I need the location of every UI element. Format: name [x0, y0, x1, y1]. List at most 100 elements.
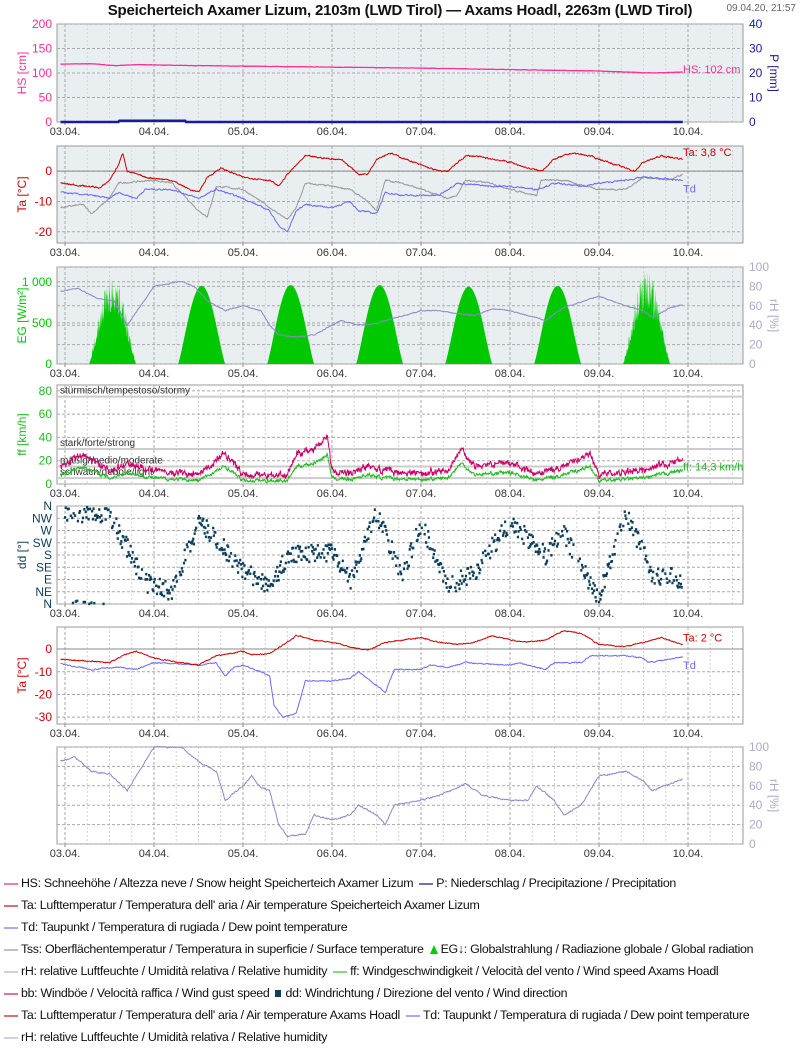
wind-direction-point	[255, 582, 258, 585]
x-tick-label: 09.04.	[584, 608, 615, 620]
wind-direction-point	[363, 535, 366, 539]
legend-entry[interactable]: rH: relative Luftfeuchte / Umidità relat…	[4, 962, 327, 980]
x-tick-label: 06.04.	[317, 728, 348, 740]
wind-direction-point	[501, 534, 505, 537]
x-tick-label: 05.04.	[228, 728, 259, 740]
wind-direction-point	[653, 582, 656, 585]
legend-entry[interactable]: Ta: Lufttemperatur / Temperatura dell' a…	[4, 1006, 400, 1024]
wind-direction-point	[98, 508, 101, 511]
wind-direction-point	[214, 543, 218, 546]
legend-entry[interactable]: Td: Taupunkt / Temperatura di rugiada / …	[406, 1006, 750, 1024]
wind-direction-point	[85, 516, 88, 519]
wind-direction-point	[549, 541, 552, 545]
x-tick-label: 08.04.	[495, 848, 526, 860]
wind-direction-point	[340, 568, 344, 572]
wind-direction-point	[130, 557, 134, 560]
legend-entry[interactable]: bb: Windböe / Velocità raffica / Wind gu…	[4, 984, 270, 1002]
y-tick-label: 500	[32, 316, 52, 330]
wind-direction-point	[368, 521, 371, 524]
wind-direction-point	[481, 551, 485, 554]
y-tick-label: 60	[749, 299, 763, 313]
y-tick-label: 100	[32, 66, 52, 80]
wind-direction-point	[153, 580, 156, 584]
wind-direction-point	[427, 530, 430, 533]
legend-entry[interactable]: P: Niederschlag / Precipitazione / Preci…	[419, 874, 676, 892]
wind-direction-point	[295, 560, 298, 564]
wind-direction-point	[625, 517, 628, 520]
x-tick-label: 05.04.	[228, 608, 259, 620]
wind-direction-point	[373, 516, 376, 520]
wind-direction-point	[224, 553, 228, 557]
line-swatch-icon	[333, 970, 348, 973]
wind-direction-point	[133, 560, 136, 564]
y-axis-title: dd [°]	[15, 541, 29, 569]
wind-direction-point	[149, 575, 152, 579]
wind-direction-point	[538, 547, 541, 551]
wind-direction-point	[464, 578, 467, 581]
wind-direction-point	[629, 528, 632, 531]
wind-direction-point	[153, 577, 156, 581]
wind-direction-point	[499, 529, 502, 533]
wind-class-label: schwach/debole/light	[60, 467, 153, 478]
wind-direction-point	[426, 545, 429, 549]
wind-direction-point	[644, 554, 648, 558]
wind-direction-point	[244, 577, 247, 581]
legend-entry[interactable]: Ta: Lufttemperatur / Temperatura dell' a…	[4, 896, 480, 914]
wind-direction-point	[145, 572, 148, 576]
wind-direction-point	[341, 559, 344, 563]
wind-direction-point	[648, 569, 651, 572]
wind-direction-point	[296, 544, 300, 548]
temp1-plot-area	[56, 145, 744, 244]
legend-entry[interactable]: Tss: Oberflächentemperatur / Temperatura…	[4, 940, 424, 958]
radiation-area	[445, 286, 493, 364]
legend-entry[interactable]: EG↓: Globalstrahlung / Radiazione global…	[429, 940, 754, 958]
wind-direction-point	[543, 550, 546, 553]
wind-direction-point	[561, 534, 564, 537]
wind-direction-point	[71, 601, 75, 605]
wind-direction-point	[340, 567, 343, 570]
legend-entry[interactable]: dd: Windrichtung / Direzione del vento /…	[275, 984, 568, 1002]
wind-direction-point	[76, 599, 79, 603]
legend-label: bb: Windböe / Velocità raffica / Wind gu…	[21, 986, 270, 1000]
wind-direction-point	[234, 554, 237, 557]
wind-direction-point	[183, 548, 186, 552]
wind-direction-point	[207, 536, 211, 539]
wind-direction-point	[256, 576, 259, 580]
legend-row: rH: relative Luftfeuchte / Umidità relat…	[4, 1028, 759, 1050]
wind-direction-point	[187, 540, 191, 544]
wind-direction-point	[275, 579, 278, 583]
wind-direction-point	[513, 521, 517, 524]
td-line	[60, 176, 683, 233]
wind-direction-point	[189, 549, 192, 553]
legend-entry[interactable]: rH: relative Luftfeuchte / Umidità relat…	[4, 1028, 327, 1046]
wind-direction-point	[76, 519, 80, 523]
wind-direction-point	[284, 561, 287, 565]
hs-line	[60, 62, 683, 74]
wind-direction-point	[532, 540, 535, 544]
wind-direction-point	[398, 563, 401, 567]
y-tick-label: 20	[749, 338, 763, 352]
temp2-plot-area	[56, 626, 744, 725]
wind-direction-point	[437, 563, 440, 566]
wind-direction-point	[632, 533, 635, 537]
y-tick-label: SW	[33, 536, 53, 550]
wind-direction-point	[321, 552, 324, 555]
x-tick-label: 08.04.	[495, 126, 526, 138]
legend-entry[interactable]: HS: Schneehöhe / Altezza neve / Snow hei…	[4, 874, 414, 892]
wind-direction-point	[300, 558, 303, 562]
wind-direction-point	[595, 599, 598, 603]
wind-direction-point	[260, 587, 263, 590]
x-tick-label: 04.04.	[139, 728, 170, 740]
wind-direction-point	[140, 568, 144, 571]
legend-entry[interactable]: Td: Taupunkt / Temperatura di rugiada / …	[4, 918, 348, 936]
wind-direction-point	[249, 565, 253, 569]
x-tick-label: 05.04.	[228, 488, 259, 500]
legend-entry[interactable]: ff: Windgeschwindigkeit / Velocità del v…	[333, 962, 719, 980]
wind-direction-point	[659, 583, 662, 586]
wind-direction-point	[618, 525, 621, 529]
wind-direction-point	[164, 579, 167, 583]
wind-direction-point	[454, 586, 457, 589]
wind-direction-point	[289, 552, 292, 555]
y-tick-label: 80	[39, 384, 53, 398]
wind-direction-point	[465, 583, 468, 587]
